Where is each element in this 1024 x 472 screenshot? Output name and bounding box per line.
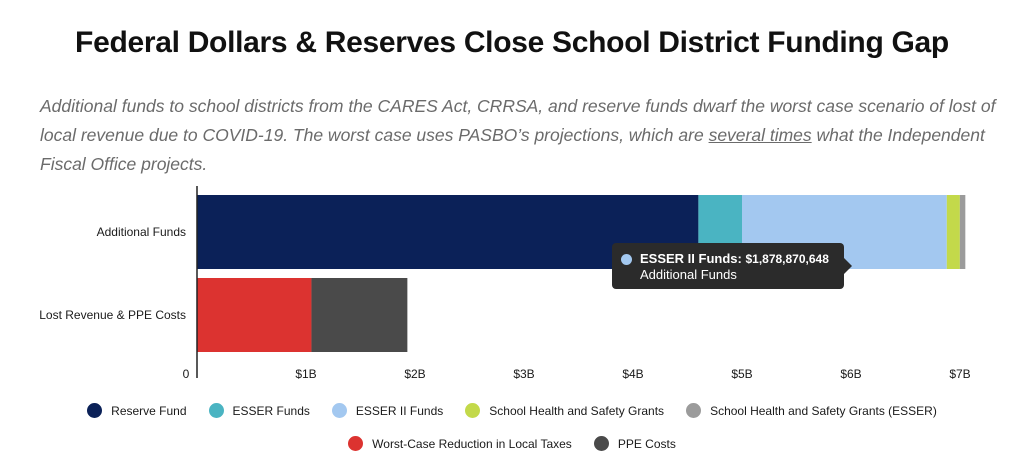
subtitle-text-before: Additional funds to school districts fro…	[40, 96, 996, 145]
bar-segment-school-health-and-safety-grants[interactable]	[946, 195, 960, 269]
bar-segment-ppe-costs[interactable]	[311, 278, 408, 352]
x-tick-label: $3B	[513, 367, 534, 381]
legend-label: School Health and Safety Grants	[489, 403, 665, 418]
legend-item[interactable]: Worst-Case Reduction in Local Taxes	[348, 436, 572, 451]
x-tick-label: $7B	[949, 367, 970, 381]
chart-title: Federal Dollars & Reserves Close School …	[75, 26, 949, 59]
legend-swatch	[331, 403, 347, 418]
chart-tooltip: ESSER II Funds: $1,878,870,648 Additiona…	[612, 243, 852, 289]
legend-item[interactable]: ESSER II Funds	[331, 403, 444, 418]
legend-label: School Health and Safety Grants (ESSER)	[710, 403, 937, 418]
legend-row-2: Worst-Case Reduction in Local Taxes PPE C…	[0, 436, 1024, 451]
chart-subtitle: Additional funds to school districts fro…	[40, 92, 1000, 179]
legend-swatch	[686, 403, 702, 418]
legend-row-1: Reserve Fund ESSER Funds ESSER II Funds Sch…	[0, 403, 1024, 418]
legend-swatch	[87, 403, 103, 418]
subtitle-text-after: what the Independent Fiscal Office proje…	[40, 125, 985, 174]
tooltip-value: $1,878,870,648	[745, 252, 829, 266]
legend-swatch	[593, 436, 609, 451]
x-tick-label: $6B	[840, 367, 861, 381]
legend-item[interactable]: ESSER Funds	[208, 403, 310, 418]
x-tick-label: $4B	[622, 367, 643, 381]
tooltip-category: Additional Funds	[640, 267, 737, 282]
legend-label: PPE Costs	[617, 436, 676, 451]
bar-segment-school-health-and-safety-grants-esser[interactable]	[959, 195, 966, 269]
category-label: Lost Revenue & PPE Costs	[39, 308, 186, 322]
tooltip-series-dot	[621, 254, 632, 265]
subtitle-underlined-link[interactable]: several times	[708, 125, 812, 145]
legend-swatch	[465, 403, 481, 418]
legend-label: Worst-Case Reduction in Local Taxes	[372, 436, 572, 451]
legend-item[interactable]: School Health and Safety Grants	[465, 403, 664, 418]
legend-label: ESSER Funds	[232, 403, 310, 418]
category-label: Additional Funds	[97, 225, 186, 239]
legend-item[interactable]: Reserve Fund	[87, 403, 187, 418]
bar-segment-worst-case-reduction-in-local-taxes[interactable]	[197, 278, 312, 352]
legend-swatch	[348, 436, 364, 451]
legend-label: ESSER II Funds	[355, 403, 444, 418]
legend-label: Reserve Fund	[111, 403, 187, 418]
bar-chart: Additional Funds Lost Revenue & PPE Costs…	[39, 186, 971, 381]
x-tick-label: $5B	[731, 367, 752, 381]
legend-swatch	[208, 403, 224, 418]
legend-item[interactable]: PPE Costs	[593, 436, 676, 451]
x-tick-label: $2B	[404, 367, 425, 381]
x-tick-label: $1B	[295, 367, 316, 381]
tooltip-series-name: ESSER II Funds:	[640, 251, 742, 266]
x-tick-label: 0	[183, 367, 190, 381]
legend-item[interactable]: School Health and Safety Grants (ESSER)	[686, 403, 937, 418]
